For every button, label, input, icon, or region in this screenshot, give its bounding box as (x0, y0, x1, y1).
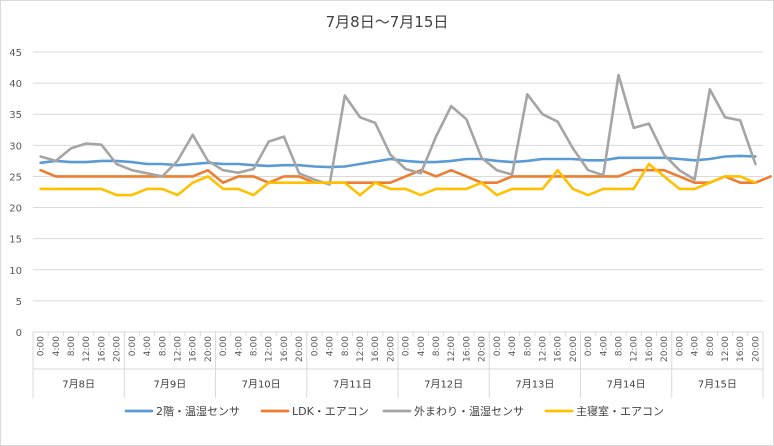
x-tick-label: 16:00 (371, 336, 381, 362)
x-tick-label: 12:00 (356, 336, 366, 362)
legend-label: LDK・エアコン (292, 405, 369, 418)
x-tick-label: 12:00 (265, 336, 275, 362)
x-tick-label: 16:00 (554, 336, 564, 362)
legend-label: 2階・温湿センサ (156, 404, 240, 418)
x-tick-label: 20:00 (386, 336, 396, 362)
x-tick-label: 0:00 (310, 336, 320, 356)
x-day-label: 7月10日 (242, 379, 281, 391)
x-tick-label: 8:00 (706, 336, 716, 356)
y-tick-label: 40 (9, 79, 22, 90)
x-tick-label: 8:00 (341, 336, 351, 356)
x-tick-label: 0:00 (675, 336, 685, 356)
series-line (39, 162, 757, 197)
x-tick-label: 8:00 (523, 336, 533, 356)
series-line (39, 154, 757, 169)
x-tick-label: 20:00 (295, 336, 305, 362)
x-tick-label: 4:00 (326, 336, 336, 356)
x-tick-label: 0:00 (402, 336, 412, 356)
series-lines (39, 73, 772, 197)
x-tick-label: 4:00 (508, 336, 518, 356)
x-tick-label: 16:00 (189, 336, 199, 362)
y-axis-ticks: 0 5 10 15 20 25 30 35 40 45 (9, 48, 22, 339)
x-tick-label: 0:00 (128, 336, 138, 356)
x-tick-label: 16:00 (462, 336, 472, 362)
legend-label: 外まわり・温湿センサ (414, 405, 524, 418)
x-tick-label: 8:00 (432, 336, 442, 356)
x-tick-label: 12:00 (538, 336, 548, 362)
x-tick-label: 20:00 (569, 336, 579, 362)
y-tick-label: 15 (9, 235, 22, 246)
x-tick-label: 12:00 (82, 336, 92, 362)
x-axis: 0:00 4:00 8:00 12:00 16:00 20:00 0:00 4:00 8:00 1… (32, 332, 764, 398)
x-tick-label: 0:00 (493, 336, 503, 356)
x-tick-label: 16:00 (97, 336, 107, 362)
x-tick-label: 4:00 (234, 336, 244, 356)
y-tick-label: 5 (16, 297, 22, 308)
x-tick-label: 0:00 (584, 336, 594, 356)
x-day-label: 7月12日 (424, 379, 463, 391)
x-tick-label: 12:00 (447, 336, 457, 362)
x-day-label: 7月15日 (698, 379, 737, 391)
y-tick-label: 45 (9, 48, 22, 59)
x-tick-label: 8:00 (67, 336, 77, 356)
legend: 2階・温湿センサ LDK・エアコン 外まわり・温湿センサ 主寝室・エアコン (124, 404, 664, 418)
y-tick-label: 0 (16, 328, 22, 339)
x-tick-label: 12:00 (630, 336, 640, 362)
x-tick-label: 4:00 (143, 336, 153, 356)
x-tick-label: 8:00 (158, 336, 168, 356)
x-tick-label: 8:00 (250, 336, 260, 356)
x-tick-label: 4:00 (599, 336, 609, 356)
x-tick-label: 16:00 (645, 336, 655, 362)
legend-label: 主寝室・エアコン (576, 404, 664, 418)
x-tick-label: 12:00 (721, 336, 731, 362)
x-tick-label: 4:00 (691, 336, 701, 356)
x-tick-label: 20:00 (751, 336, 761, 362)
x-day-label: 7月14日 (607, 379, 646, 391)
y-tick-label: 20 (9, 204, 22, 215)
y-tick-label: 25 (9, 172, 22, 183)
series-line (39, 73, 757, 186)
x-tick-label: 8:00 (615, 336, 625, 356)
x-tick-label: 16:00 (280, 336, 290, 362)
chart-title: 7月8日〜7月15日 (326, 13, 449, 31)
x-tick-label: 0:00 (37, 336, 47, 356)
x-tick-label: 20:00 (113, 336, 123, 362)
x-tick-label: 0:00 (219, 336, 229, 356)
x-tick-label: 20:00 (660, 336, 670, 362)
x-tick-label: 20:00 (204, 336, 214, 362)
x-tick-label: 4:00 (52, 336, 62, 356)
x-tick-label: 4:00 (417, 336, 427, 356)
x-day-label: 7月11日 (333, 379, 372, 391)
x-tick-label: 16:00 (736, 336, 746, 362)
x-day-label: 7月9日 (154, 379, 187, 391)
y-tick-label: 10 (9, 266, 22, 277)
y-tick-label: 30 (9, 141, 22, 152)
x-day-label: 7月13日 (515, 379, 554, 391)
x-day-label: 7月8日 (62, 379, 95, 391)
x-tick-label: 12:00 (173, 336, 183, 362)
x-tick-label: 20:00 (478, 336, 488, 362)
y-tick-label: 35 (9, 110, 22, 121)
